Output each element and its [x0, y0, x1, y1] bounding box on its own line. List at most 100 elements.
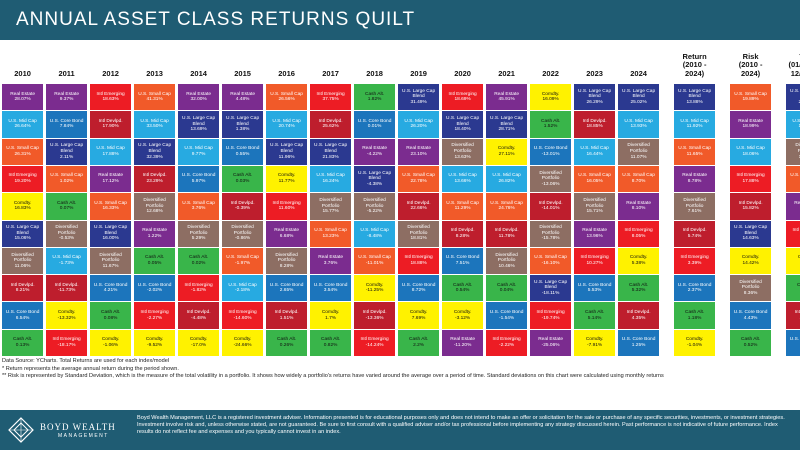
cell-asset-label: U.S. Small Cap [490, 200, 523, 206]
cell-value-label: 1.25% [790, 343, 800, 349]
notes: Data Source: YCharts. Total Returns are … [2, 358, 798, 381]
cell-value-label: 11.65% [686, 151, 703, 157]
cell-value-label: 9.77% [191, 151, 206, 157]
cell-value-label: 23.10% [410, 151, 427, 157]
quilt-cell: U.S. Core Bond 7.51% [442, 247, 484, 275]
cell-asset-label: U.S. Large Cap Blend [790, 88, 800, 94]
cell-value-label: 16.24% [322, 179, 339, 185]
cell-value-label: 18.69% [454, 97, 471, 103]
cell-asset-label: U.S. Mid Cap [580, 146, 609, 152]
cell-asset-label: U.S. Large Cap Blend [622, 88, 656, 100]
cell-value-label: 8.78% [687, 179, 702, 185]
cell-value-label: 2.65% [279, 288, 294, 294]
cell-asset-label: Comdty. [145, 337, 164, 343]
cell-value-label: 7.51% [455, 260, 470, 266]
cell-asset-label: Intl Devlpd. [738, 200, 763, 206]
quilt-cell: U.S. Large Cap Blend 1.38% [222, 111, 264, 138]
cell-value-label: 18.81% [410, 236, 427, 242]
cell-value-label: 19.20% [14, 179, 31, 185]
quilt-cell: Intl Devlpd. 15.82% [730, 193, 772, 220]
cell-value-label: 7.69% [411, 315, 426, 321]
quilt-cell: Intl Emerging 17.88% [730, 165, 772, 193]
cell-asset-label: Intl Devlpd. [54, 282, 79, 288]
cell-asset-label: Diversified Portfolio [231, 225, 254, 236]
cell-value-label: 1.25% [631, 342, 646, 348]
cell-asset-label: U.S. Small Cap [622, 173, 655, 179]
cell-value-label: 2.11% [59, 154, 74, 160]
cell-value-label: -11.20% [453, 342, 472, 348]
cell-value-label: 0.04% [499, 288, 514, 294]
cell-asset-label: U.S. Large Cap Blend [50, 143, 84, 154]
column-header: 2016 [278, 68, 295, 78]
cell-value-label: 13.93% [630, 124, 647, 130]
cell-asset-label: Intl Devlpd. [142, 173, 167, 179]
quilt-cell: Intl Devlpd. 18.85% [574, 111, 616, 138]
cell-asset-label: Intl Devlpd. [98, 118, 123, 124]
cell-asset-label: Intl Emerging [680, 255, 709, 261]
cell-asset-label: Diversified Portfolio [11, 252, 34, 264]
cell-asset-label: Intl Devlpd. [794, 309, 800, 315]
cell-asset-label: Intl Emerging [8, 173, 37, 179]
quilt-cell: Intl Emerging -1.82% [178, 275, 220, 302]
cell-value-label: 4.35% [631, 315, 646, 321]
quilt-cell: U.S. Core Bond 8.72% [398, 275, 440, 302]
cell-asset-label: U.S. Small Cap [314, 228, 347, 234]
quilt-cell: Real Estate 28.07% [2, 84, 44, 111]
cell-asset-label: U.S. Core Bond [357, 118, 392, 124]
cell-value-label: 17.88% [102, 151, 119, 157]
cell-value-label: 2.37% [687, 288, 702, 294]
cell-value-label: 9.37% [59, 97, 74, 103]
cell-asset-label: U.S. Mid Cap [52, 255, 81, 261]
cell-value-label: -0.39% [234, 206, 251, 212]
cell-value-label: 1.7% [325, 315, 337, 321]
cell-asset-label: Diversified Portfolio [187, 225, 210, 236]
cell-asset-label: Comdty. [13, 200, 32, 206]
cell-asset-label: Cash Alt. [540, 118, 561, 124]
cell-value-label: -13.06% [541, 181, 560, 187]
cell-asset-label: U.S. Mid Cap [140, 118, 169, 124]
cell-asset-label: U.S. Mid Cap [404, 118, 433, 124]
cell-asset-label: Cash Alt. [100, 309, 121, 315]
quilt-cell: Intl Emerging -19.74% [530, 302, 572, 329]
cell-asset-label: Real Estate [682, 173, 707, 179]
quilt-cell: Real Estate 32.00% [178, 84, 220, 111]
quilt-cell: Real Estate 45.91% [486, 84, 528, 111]
quilt-cell: Diversified Portfolio 8.36% [730, 275, 772, 302]
quilt-cell: U.S. Mid Cap 17.88% [90, 138, 132, 165]
cell-value-label: -14.01% [541, 206, 560, 212]
column-header: 2021 [498, 68, 515, 78]
cell-value-label: 14.63% [742, 236, 759, 242]
cell-asset-label: Comdty. [453, 309, 472, 315]
quilt-cell: Intl Devlpd. 22.66% [398, 193, 440, 220]
cell-asset-label: Real Estate [230, 91, 255, 97]
column-header: 2012 [102, 68, 119, 78]
cell-value-label: -1.04% [686, 342, 703, 348]
cell-asset-label: U.S. Small Cap [734, 91, 767, 97]
cell-value-label: 0.07% [59, 206, 74, 212]
cell-value-label: 11.77% [278, 179, 295, 185]
cell-value-label: -0.53% [58, 236, 75, 242]
quilt-cell: U.S. Large Cap Blend -18.11% [530, 275, 572, 302]
quilt-cell: U.S. Mid Cap 26.82% [486, 165, 528, 193]
cell-value-label: 13.93% [792, 124, 800, 130]
cell-asset-label: Intl Devlpd. [230, 200, 255, 206]
cell-value-label: 6.68% [279, 233, 294, 239]
quilt-cell: U.S. Mid Cap 11.92% [674, 111, 716, 138]
quilt-cell: Diversified Portfolio 12.68% [134, 193, 176, 220]
cell-asset-label: U.S. Core Bond [577, 282, 612, 288]
quilt-cell: U.S. Core Bond 0.01% [354, 111, 396, 138]
quilt-cell: U.S. Core Bond 5.97% [178, 165, 220, 193]
cell-value-label: -13.36% [365, 315, 384, 321]
quilt-cell: U.S. Mid Cap 13.66% [442, 165, 484, 193]
quilt-cell: U.S. Large Cap Blend 15.06% [2, 220, 44, 247]
cell-asset-label: Intl Emerging [448, 91, 477, 97]
quilt-cell: Diversified Portfolio 11.67% [90, 247, 132, 275]
cell-value-label: 8.10% [631, 206, 646, 212]
quilt-cell: U.S. Small Cap 11.29% [442, 193, 484, 220]
quilt-cell: Comdty. 7.69% [398, 302, 440, 329]
cell-asset-label: Intl Devlpd. [494, 228, 519, 234]
cell-value-label: 8.36% [743, 291, 758, 297]
quilt-cell: U.S. Large Cap Blend 16.00% [90, 220, 132, 247]
cell-value-label: 25.62% [322, 124, 339, 130]
